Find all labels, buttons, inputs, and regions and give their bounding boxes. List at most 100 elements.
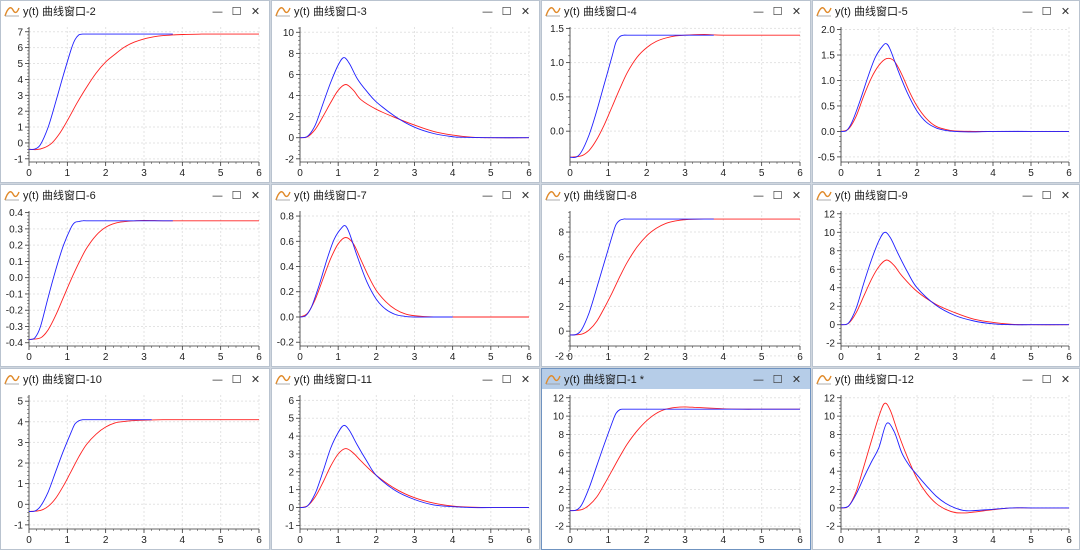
x-tick-label: 6	[1066, 535, 1072, 546]
close-button[interactable]: ✕	[520, 188, 531, 202]
maximize-button[interactable]: ☐	[1041, 372, 1052, 386]
x-tick-label: 5	[218, 535, 224, 546]
y-tick-label: 0	[17, 138, 23, 149]
window-titlebar[interactable]: y(t) 曲线窗口-2 — ☐ ✕	[1, 1, 269, 21]
x-tick-label: 4	[180, 535, 186, 546]
maximize-button[interactable]: ☐	[501, 372, 512, 386]
plot-window[interactable]: y(t) 曲线窗口-5 — ☐ ✕ 0 1 2 3 4 5 6 -0.5 0.0 0.5 1.0 1.5 2.0	[812, 0, 1080, 183]
x-tick-label: 4	[450, 168, 456, 179]
maximize-button[interactable]: ☐	[231, 188, 242, 202]
series-line-blue	[569, 34, 714, 159]
maximize-button[interactable]: ☐	[1041, 4, 1052, 18]
close-button[interactable]: ✕	[250, 188, 261, 202]
window-titlebar[interactable]: y(t) 曲线窗口-4 — ☐ ✕	[542, 1, 810, 21]
series-line-red	[840, 57, 1069, 132]
close-button[interactable]: ✕	[1060, 4, 1071, 18]
plot-window[interactable]: y(t) 曲线窗口-8— ☐ ✕ 0 1 2 3 4 5 6 -2 0 2 4 6 8	[541, 184, 811, 367]
plot-window[interactable]: y(t) 曲线窗口-7 — ☐ ✕ 0 1 2 3 4 5 6 -0.2 0.0 0.2 0.4 0.6 0.8	[271, 184, 540, 367]
line-chart[interactable]: 0 1 2 3 4 5 6 0.0 0.5 1.0 1.5	[542, 21, 810, 182]
maximize-button[interactable]: ☐	[1041, 188, 1052, 202]
window-titlebar[interactable]: y(t) 曲线窗口-9 — ☐ ✕	[813, 185, 1079, 205]
series-line-blue	[569, 218, 714, 336]
window-titlebar[interactable]: y(t) 曲线窗口-10 — ☐ ✕	[1, 369, 269, 389]
line-chart[interactable]: 0 1 2 3 4 5 6 -0.5 0.0 0.5 1.0 1.5 2.0	[813, 21, 1079, 182]
maximize-button[interactable]: ☐	[772, 4, 783, 18]
line-chart[interactable]: 0 1 2 3 4 5 6 -0.4 -0.3 -0.2 -0.1 0.0 0.1 0.2 0.3 0.4	[1, 205, 269, 366]
y-tick-label: -1	[14, 520, 23, 531]
window-titlebar[interactable]: y(t) 曲线窗口-11 — ☐ ✕	[272, 369, 539, 389]
curve-window-icon	[545, 188, 561, 202]
minimize-button[interactable]: —	[212, 188, 223, 202]
grid	[299, 211, 530, 346]
window-titlebar[interactable]: y(t) 曲线窗口-1 * — ☐ ✕	[542, 369, 810, 389]
minimize-button[interactable]: —	[212, 4, 223, 18]
maximize-button[interactable]: ☐	[772, 372, 783, 386]
minimize-button[interactable]: —	[753, 4, 764, 18]
close-button[interactable]: ✕	[791, 4, 802, 18]
window-titlebar[interactable]: y(t) 曲线窗口-3 — ☐ ✕	[272, 1, 539, 21]
x-tick-label: 3	[952, 168, 958, 179]
maximize-button[interactable]: ☐	[231, 372, 242, 386]
y-tick-label: -0.4	[6, 338, 24, 349]
maximize-button[interactable]: ☐	[231, 4, 242, 18]
minimize-button[interactable]: —	[753, 372, 764, 386]
plot-window[interactable]: y(t) 曲线窗口-4 — ☐ ✕ 0 1 2 3 4 5 6 0.0 0.5 1.0 1.5	[541, 0, 811, 183]
close-button[interactable]: ✕	[791, 188, 802, 202]
plot-window[interactable]: y(t) 曲线窗口-2— ☐ ✕ 0 1 2 3 4 5 6 -1 0 1 2 3 4 5 6 7	[0, 0, 270, 183]
minimize-button[interactable]: —	[482, 372, 493, 386]
minimize-button[interactable]: —	[1022, 372, 1033, 386]
maximize-button[interactable]: ☐	[772, 188, 783, 202]
minimize-button[interactable]: —	[1022, 4, 1033, 18]
minimize-button[interactable]: —	[1022, 188, 1033, 202]
y-tick-label: 12	[553, 393, 565, 404]
plot-window[interactable]: y(t) 曲线窗口-10— ☐ ✕ 0 1 2 3 4 5 6 -1 0 1 2 3 4 5	[0, 368, 270, 550]
y-tick-label: 6	[829, 448, 835, 459]
plot-window[interactable]: y(t) 曲线窗口-12— ☐ ✕ 0 1 2 3 4 5 6 -2 0 2 4 6 8 10 12	[812, 368, 1080, 550]
plot-window[interactable]: y(t) 曲线窗口-11— ☐ ✕ 0 1 2 3 4 5 6 -1 0 1 2 3 4 5 6	[271, 368, 540, 550]
maximize-button[interactable]: ☐	[501, 4, 512, 18]
curve-window-icon	[4, 372, 20, 386]
window-titlebar[interactable]: y(t) 曲线窗口-8 — ☐ ✕	[542, 185, 810, 205]
maximize-button[interactable]: ☐	[501, 188, 512, 202]
close-button[interactable]: ✕	[520, 4, 531, 18]
window-titlebar[interactable]: y(t) 曲线窗口-12 — ☐ ✕	[813, 369, 1079, 389]
y-tick-label: 0	[17, 500, 23, 511]
minimize-button[interactable]: —	[482, 4, 493, 18]
x-tick-label: 3	[412, 168, 418, 179]
y-tick-label: 4	[829, 467, 835, 478]
y-tick-label: 5	[17, 397, 23, 408]
series-line-red	[569, 34, 800, 158]
close-button[interactable]: ✕	[1060, 188, 1071, 202]
window-titlebar[interactable]: y(t) 曲线窗口-6 — ☐ ✕	[1, 185, 269, 205]
window-titlebar[interactable]: y(t) 曲线窗口-5 — ☐ ✕	[813, 1, 1079, 21]
close-button[interactable]: ✕	[250, 372, 261, 386]
close-button[interactable]: ✕	[791, 372, 802, 386]
window-controls: — ☐ ✕	[208, 2, 265, 20]
line-chart[interactable]: 0 1 2 3 4 5 6 -0.2 0.0 0.2 0.4 0.6 0.8	[272, 205, 539, 366]
close-button[interactable]: ✕	[520, 372, 531, 386]
y-tick-label: 1	[17, 123, 23, 134]
plot-window[interactable]: y(t) 曲线窗口-3— ☐ ✕ 0 1 2 3 4 5 6 -2 0 2 4 6 8 10	[271, 0, 540, 183]
plot-window[interactable]: y(t) 曲线窗口-6 — ☐ ✕ 0 1 2 3 4 5 6 -0.4 -0.3 -0.2 -0.1 0.0…	[0, 184, 270, 367]
plot-window[interactable]: y(t) 曲线窗口-9— ☐ ✕ 0 1 2 3 4 5 6 -2 0 2 4 6 8 10 12	[812, 184, 1080, 367]
window-controls: — ☐ ✕	[478, 370, 535, 388]
minimize-button[interactable]: —	[482, 188, 493, 202]
x-tick-label: 4	[721, 535, 727, 546]
window-titlebar[interactable]: y(t) 曲线窗口-7 — ☐ ✕	[272, 185, 539, 205]
close-button[interactable]: ✕	[250, 4, 261, 18]
minimize-button[interactable]: —	[753, 188, 764, 202]
series-line-blue	[28, 33, 173, 150]
minimize-button[interactable]: —	[212, 372, 223, 386]
plot-window[interactable]: y(t) 曲线窗口-1 * — ☐ ✕ 0 1 2 3 4 5 6 -2 0 2 4 6 8 10 12	[541, 368, 811, 550]
x-tick-label: 0	[297, 535, 303, 546]
x-tick-label: 3	[412, 352, 418, 363]
close-button[interactable]: ✕	[1060, 372, 1071, 386]
